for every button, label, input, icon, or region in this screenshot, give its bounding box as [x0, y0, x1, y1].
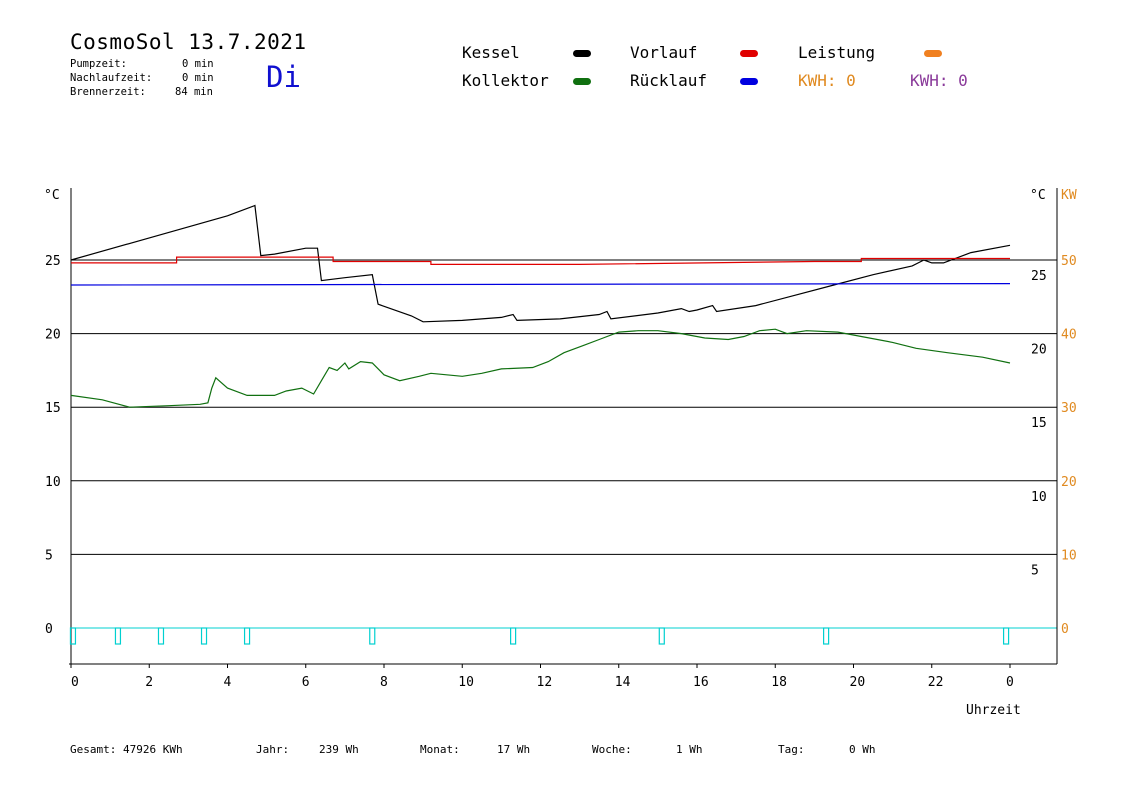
- footer-monat-value: 17 Wh: [497, 743, 531, 756]
- x-axis-label: Uhrzeit: [966, 703, 1021, 718]
- stat-nachlaufzeit: Nachlaufzeit: 0 min: [70, 72, 214, 84]
- x-tick-label: 0: [71, 675, 79, 690]
- y-axis-unit-left: °C: [44, 188, 60, 203]
- y-tick-right: 10: [1031, 490, 1047, 505]
- legend-leistung-label: Leistung: [798, 43, 876, 62]
- x-tick-label: 8: [380, 675, 388, 690]
- leistung-pulse: [658, 627, 665, 645]
- page-title: CosmoSol 13.7.2021: [70, 30, 307, 54]
- stat-brennerzeit: Brennerzeit: 84 min: [70, 86, 213, 98]
- x-tick-label: 0: [1006, 675, 1014, 690]
- leistung-pulse: [114, 627, 122, 645]
- x-tick-label: 18: [771, 675, 787, 690]
- y-tick-left: 0: [45, 622, 53, 637]
- y-tick-kw: 20: [1061, 475, 1077, 490]
- leistung-pulse: [369, 627, 376, 645]
- x-tick-label: 2: [145, 675, 153, 690]
- series-line-kollektor: [70, 328, 1011, 408]
- stat-pumpzeit: Pumpzeit: 0 min: [70, 58, 214, 70]
- x-tick-label: 16: [693, 675, 709, 690]
- kwh-secondary: KWH: 0: [910, 71, 968, 90]
- y-tick-kw: 30: [1061, 401, 1077, 416]
- footer-jahr-value: 239 Wh: [319, 743, 359, 756]
- kwh-leistung: KWH: 0: [798, 71, 856, 90]
- series-line-vorlauf: [71, 256, 1010, 265]
- leistung-pulse: [157, 627, 165, 645]
- footer-gesamt: Gesamt: 47926 KWh: [70, 743, 183, 756]
- y-tick-kw: 0: [1061, 622, 1069, 637]
- y-tick-left: 20: [45, 328, 61, 343]
- leistung-pulse: [1002, 627, 1010, 645]
- footer-woche: Woche:: [592, 743, 632, 756]
- leistung-pulse: [69, 627, 77, 645]
- legend-kessel-label: Kessel: [462, 43, 520, 62]
- y-axis-unit-right: °C: [1030, 188, 1046, 203]
- footer-tag: Tag:: [778, 743, 805, 756]
- legend-leistung-swatch: [924, 50, 942, 57]
- y-axis-unit-kw: KW: [1061, 188, 1077, 203]
- footer-woche-value: 1 Wh: [676, 743, 703, 756]
- x-tick-label: 10: [458, 675, 474, 690]
- series-line-ruecklauf: [70, 283, 1011, 286]
- y-tick-kw: 40: [1061, 328, 1077, 343]
- y-tick-right: 5: [1031, 563, 1039, 578]
- y-tick-left: 15: [45, 401, 61, 416]
- x-tick-label: 4: [224, 675, 232, 690]
- x-tick-label: 6: [302, 675, 310, 690]
- y-tick-right: 15: [1031, 416, 1047, 431]
- legend-kollektor-swatch: [573, 78, 591, 85]
- legend-vorlauf-swatch: [740, 50, 758, 57]
- x-tick-label: 22: [928, 675, 944, 690]
- weekday-label: Di: [266, 60, 301, 94]
- footer-jahr: Jahr:: [256, 743, 290, 756]
- x-tick-label: 14: [615, 675, 631, 690]
- y-tick-left: 5: [45, 548, 53, 563]
- footer-monat: Monat:: [420, 743, 460, 756]
- y-tick-kw: 10: [1061, 548, 1077, 563]
- y-tick-right: 20: [1031, 343, 1047, 358]
- leistung-pulse: [510, 627, 517, 645]
- leistung-pulse: [823, 627, 830, 645]
- x-tick-label: 20: [850, 675, 866, 690]
- y-tick-kw: 50: [1061, 254, 1077, 269]
- series-line-kessel: [70, 204, 1011, 323]
- footer-tag-value: 0 Wh: [849, 743, 876, 756]
- leistung-pulse: [200, 627, 208, 645]
- y-tick-right: 25: [1031, 269, 1047, 284]
- legend-ruecklauf-swatch: [740, 78, 758, 85]
- y-tick-left: 10: [45, 475, 61, 490]
- x-tick-label: 12: [537, 675, 553, 690]
- legend-kollektor-label: Kollektor: [462, 71, 549, 90]
- legend-kessel-swatch: [573, 50, 591, 57]
- legend-vorlauf-label: Vorlauf: [630, 43, 698, 62]
- legend-ruecklauf-label: Rücklauf: [630, 71, 708, 90]
- y-tick-left: 25: [45, 254, 61, 269]
- leistung-pulse: [243, 627, 251, 645]
